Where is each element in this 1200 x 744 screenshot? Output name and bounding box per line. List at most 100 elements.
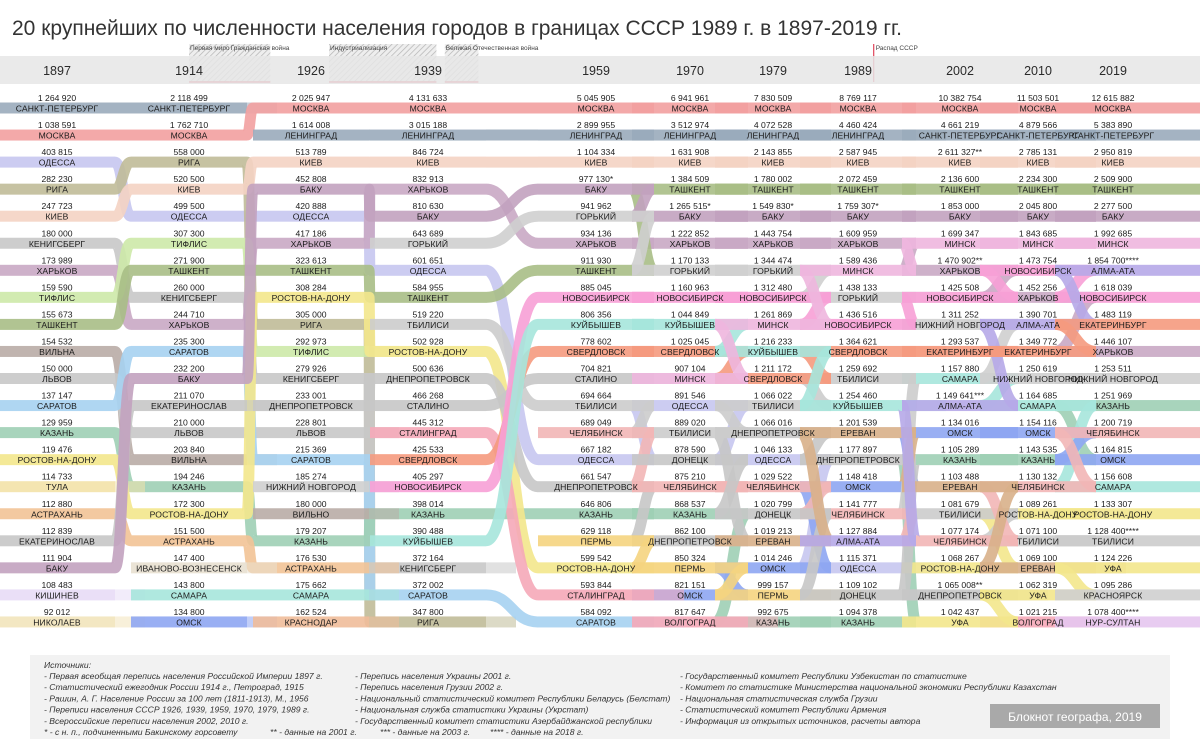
population-label: 112 839 — [42, 526, 73, 536]
population-label: 1 133 307 — [1094, 499, 1132, 509]
city-label: СВЕРДЛОВСК — [744, 374, 803, 384]
population-label: 1 443 754 — [754, 228, 792, 238]
population-label: 162 524 — [295, 607, 326, 617]
population-label: 1 025 045 — [671, 336, 709, 346]
city-label: КИЕВ — [1026, 158, 1049, 168]
population-label: 1 311 252 — [941, 309, 979, 319]
ribbon-exit — [115, 481, 145, 493]
city-label: ТАШКЕНТ — [669, 185, 711, 195]
city-label: КАЗАНЬ — [294, 536, 328, 546]
population-label: 1 014 246 — [754, 553, 792, 563]
ribbon-segment — [1055, 264, 1200, 276]
population-label: 704 821 — [580, 364, 611, 374]
population-label: 977 130* — [579, 174, 614, 184]
ribbon-segment — [0, 183, 115, 195]
ribbon-segment — [370, 183, 486, 195]
city-label: САРАТОВ — [169, 347, 209, 357]
city-label: КИЕВ — [1101, 158, 1124, 168]
population-label: 1 029 522 — [754, 472, 792, 482]
ribbon-segment — [902, 481, 1018, 493]
ribbon-segment — [253, 481, 369, 493]
ribbon-segment — [902, 454, 1018, 466]
city-label: ДОНЕЦК — [755, 509, 791, 519]
city-label: ТБИЛИСИ — [407, 320, 449, 330]
city-label: ГОРЬКИЙ — [670, 265, 710, 276]
population-label: 1 452 256 — [1019, 282, 1057, 292]
population-label: 1 261 869 — [754, 309, 792, 319]
population-label: 1 349 772 — [1019, 336, 1057, 346]
population-label: 2 587 945 — [839, 147, 877, 157]
ribbon-segment — [902, 183, 1018, 195]
city-label: ОДЕССА — [840, 563, 877, 573]
ribbon-segment — [0, 264, 115, 276]
brand-box — [990, 704, 1160, 728]
ribbon-segment — [1055, 400, 1200, 412]
population-label: 599 542 — [580, 553, 611, 563]
city-label: РИГА — [178, 158, 200, 168]
city-label: НУР-СУЛТАН — [1086, 617, 1141, 627]
population-label: 1 216 233 — [754, 336, 792, 346]
ribbon-segment — [538, 589, 654, 601]
ribbon-segment — [980, 237, 1096, 249]
city-label: БАКУ — [300, 185, 323, 195]
ribbon-link — [483, 318, 541, 547]
city-label: ИВАНОВО-ВОЗНЕСЕНСК — [136, 563, 242, 573]
city-label: ТАШКЕНТ — [168, 266, 210, 276]
ribbon-segment — [800, 129, 916, 141]
ribbon-link — [485, 589, 539, 628]
population-label: 694 664 — [580, 391, 611, 401]
population-label: 173 989 — [41, 255, 72, 265]
population-label: 1 446 107 — [1094, 336, 1132, 346]
city-label: РИГА — [46, 185, 68, 195]
ribbon-segment — [902, 562, 1018, 574]
city-label: ЧЕЛЯБИНСК — [569, 428, 622, 438]
population-label: 129 959 — [41, 418, 72, 428]
ribbon-segment — [131, 400, 247, 412]
population-label: 323 613 — [295, 255, 326, 265]
ribbon-segment — [980, 156, 1096, 168]
ribbon-segment — [902, 616, 1018, 628]
population-label: 1 384 509 — [671, 174, 709, 184]
population-label: 1 038 591 — [38, 120, 76, 130]
population-label: 1 046 133 — [754, 445, 792, 455]
city-label: ТБИЛИСИ — [1017, 536, 1059, 546]
ribbon-segment — [980, 129, 1096, 141]
ribbon-segment — [980, 345, 1096, 357]
ribbon-segment — [1055, 129, 1200, 141]
ribbon-segment — [902, 237, 1018, 249]
population-label: 247 723 — [41, 201, 72, 211]
population-label: 1 069 100 — [1019, 553, 1057, 563]
ribbon-segment — [538, 345, 654, 357]
population-label: 1 128 400**** — [1087, 526, 1139, 536]
ribbon-exit — [115, 589, 145, 601]
source-line: - Статистический комитет Республики Арме… — [680, 705, 887, 715]
city-label: НИЖНИЙ НОВГОРОД — [993, 373, 1083, 384]
year-label: 1939 — [414, 64, 442, 78]
source-line: - Рашин, А. Г. Население России за 100 л… — [44, 693, 309, 703]
ribbon-segment — [902, 400, 1018, 412]
ribbon-segment — [253, 183, 369, 195]
city-label: АЛМА-АТА — [938, 401, 982, 411]
population-label: 119 476 — [42, 445, 73, 455]
ribbon-segment — [800, 562, 916, 574]
city-label: ЧЕЛЯБИНСК — [663, 482, 716, 492]
population-label: 2 045 800 — [1019, 201, 1057, 211]
population-label: 558 000 — [173, 147, 204, 157]
ribbon-segment — [902, 345, 1018, 357]
ribbon-segment — [370, 291, 486, 303]
population-label: 1 425 508 — [941, 282, 979, 292]
source-line: - Государственный комитет Республики Узб… — [680, 671, 967, 681]
year-label: 1897 — [43, 64, 71, 78]
city-label: КАЗАНЬ — [943, 455, 977, 465]
city-label: МОСКВА — [410, 104, 447, 114]
ribbon-segment — [0, 589, 115, 601]
source-line: - Первая всеобщая перепись населения Рос… — [44, 671, 323, 681]
population-label: 347 800 — [412, 607, 443, 617]
ribbon-segment — [131, 237, 247, 249]
ribbon-segment — [632, 318, 748, 330]
ribbon-segment — [370, 562, 486, 574]
city-label: ТИФЛИС — [293, 347, 329, 357]
ribbon-segment — [370, 156, 486, 168]
ribbon-segment — [253, 102, 369, 114]
ribbon-segment — [131, 562, 247, 574]
